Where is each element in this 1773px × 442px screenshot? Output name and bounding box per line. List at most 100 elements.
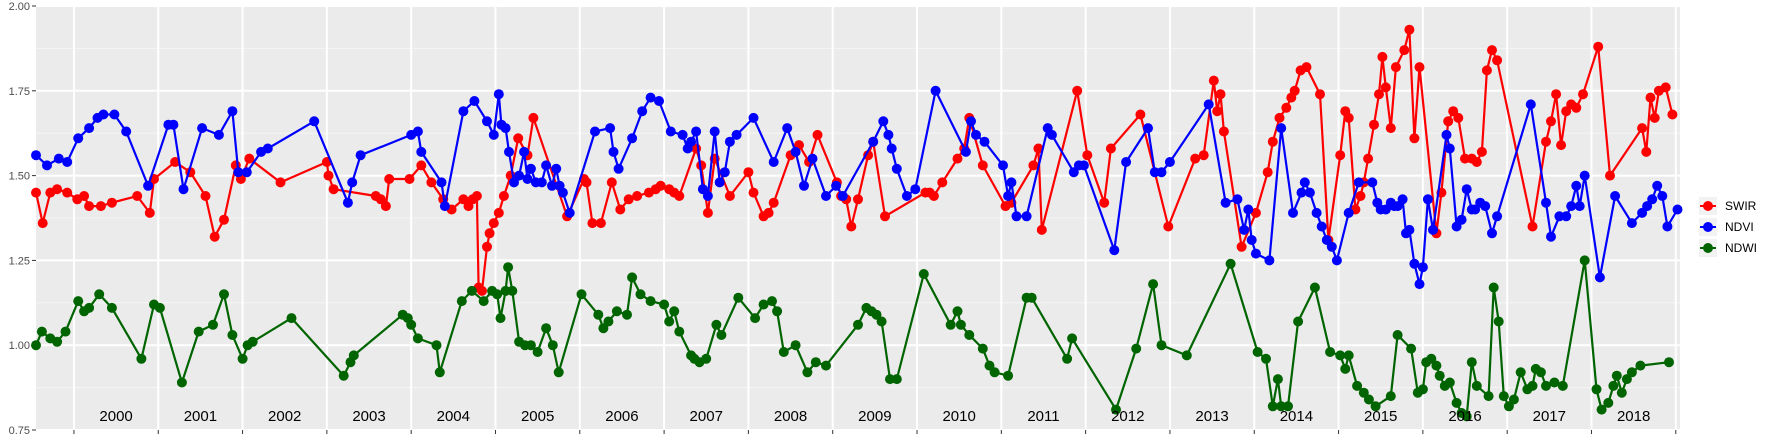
data-point-swir	[1667, 109, 1678, 120]
data-point-swir	[1649, 112, 1660, 123]
year-label: 2002	[268, 408, 301, 425]
data-point-swir	[471, 191, 482, 201]
data-point-swir	[1301, 62, 1312, 73]
year-label: 2012	[1111, 408, 1144, 425]
data-point-swir	[528, 112, 539, 123]
data-point-ndvi	[831, 180, 842, 191]
data-point-swir	[79, 191, 90, 201]
data-point-ndwi	[495, 313, 506, 324]
data-point-ndvi	[1397, 194, 1408, 205]
data-point-swir	[1212, 106, 1223, 117]
data-point-ndvi	[1276, 123, 1287, 134]
data-point-swir	[853, 194, 863, 205]
data-point-swir	[724, 191, 735, 201]
data-point-ndvi	[1414, 279, 1425, 290]
data-point-swir	[380, 201, 391, 212]
data-point-ndvi	[436, 177, 447, 188]
data-point-ndwi	[1406, 343, 1417, 354]
data-point-swir	[1236, 241, 1247, 252]
series-ndwi	[31, 255, 1674, 422]
data-point-ndwi	[507, 285, 518, 296]
data-point-swir	[1343, 112, 1354, 123]
data-point-ndwi	[945, 319, 956, 330]
data-point-ndwi	[1417, 384, 1428, 395]
data-point-swir	[606, 177, 617, 188]
data-point-ndvi	[654, 96, 664, 106]
data-point-ndwi	[60, 326, 71, 337]
data-point-ndwi	[1608, 380, 1619, 391]
data-point-ndwi	[456, 296, 467, 307]
legend-item-ndwi[interactable]: NDWI	[1699, 239, 1757, 257]
data-point-swir	[1476, 146, 1487, 157]
data-point-ndvi	[910, 184, 921, 195]
data-point-ndwi	[1431, 360, 1442, 371]
data-point-ndvi	[121, 126, 132, 137]
data-point-swir	[1605, 170, 1615, 181]
legend[interactable]: SWIR NDVI NDWI	[1699, 197, 1757, 257]
data-point-ndwi	[1148, 279, 1159, 290]
data-point-swir	[1082, 150, 1093, 161]
data-point-swir	[1645, 92, 1656, 103]
data-point-ndwi	[955, 319, 966, 330]
y-tick-label: 0.75	[9, 425, 30, 437]
data-point-swir	[1105, 143, 1116, 154]
data-point-ndwi	[1392, 330, 1403, 340]
data-point-swir	[1135, 109, 1146, 120]
data-point-swir	[1262, 167, 1273, 178]
data-point-ndwi	[767, 296, 777, 307]
data-point-ndvi	[790, 146, 801, 157]
data-point-ndwi	[1483, 391, 1494, 402]
series-ndvi	[31, 85, 1683, 290]
data-point-ndwi	[478, 296, 489, 307]
data-point-ndwi	[503, 262, 514, 273]
data-point-ndwi	[525, 340, 536, 351]
data-point-ndwi	[750, 313, 761, 324]
data-point-swir	[977, 160, 988, 171]
data-point-ndwi	[918, 269, 929, 279]
data-point-ndwi	[1426, 353, 1437, 364]
grid	[36, 5, 1680, 431]
data-point-swir	[748, 187, 759, 198]
data-point-swir	[655, 180, 666, 191]
data-point-ndvi	[930, 85, 941, 96]
data-point-ndwi	[348, 350, 359, 361]
data-point-ndvi	[213, 129, 224, 140]
data-point-ndwi	[622, 309, 632, 320]
data-point-ndvi	[458, 106, 469, 117]
data-point-ndwi	[1635, 360, 1646, 371]
data-point-ndwi	[645, 296, 656, 307]
data-point-ndwi	[891, 374, 902, 385]
legend-item-ndvi[interactable]: NDVI	[1699, 218, 1754, 236]
data-point-ndvi	[1492, 211, 1503, 222]
data-point-ndwi	[1358, 387, 1369, 398]
data-point-ndvi	[677, 129, 688, 140]
data-point-ndvi	[547, 180, 557, 191]
data-point-ndvi	[1525, 99, 1536, 110]
data-point-swir	[587, 218, 598, 229]
data-point-ndwi	[176, 377, 187, 388]
data-point-swir	[1487, 45, 1497, 56]
data-point-ndvi	[98, 109, 109, 120]
y-tick-label: 1.00	[9, 340, 30, 352]
data-point-ndwi	[1579, 255, 1590, 266]
year-label: 2001	[184, 408, 217, 425]
data-point-ndvi	[1456, 214, 1467, 225]
year-label: 2008	[774, 408, 807, 425]
data-point-swir	[1527, 221, 1538, 232]
data-point-ndwi	[635, 289, 646, 300]
data-point-ndvi	[488, 129, 499, 140]
data-point-swir	[132, 191, 143, 201]
legend-item-swir[interactable]: SWIR	[1699, 197, 1757, 215]
data-point-ndvi	[1164, 157, 1175, 167]
data-point-ndwi	[669, 306, 680, 317]
data-point-ndwi	[1557, 380, 1568, 391]
data-point-ndvi	[590, 126, 600, 137]
data-point-ndwi	[412, 333, 423, 344]
data-point-swir	[1208, 75, 1219, 86]
data-point-ndvi	[748, 112, 759, 123]
data-point-ndvi	[1594, 272, 1605, 283]
data-point-ndvi	[1461, 184, 1472, 195]
data-point-ndwi	[1026, 292, 1037, 303]
year-labels: 2000 2001 2002 2003 2004 2005 2006 2007 2008 2009…	[99, 408, 1650, 425]
data-point-swir	[384, 174, 395, 184]
